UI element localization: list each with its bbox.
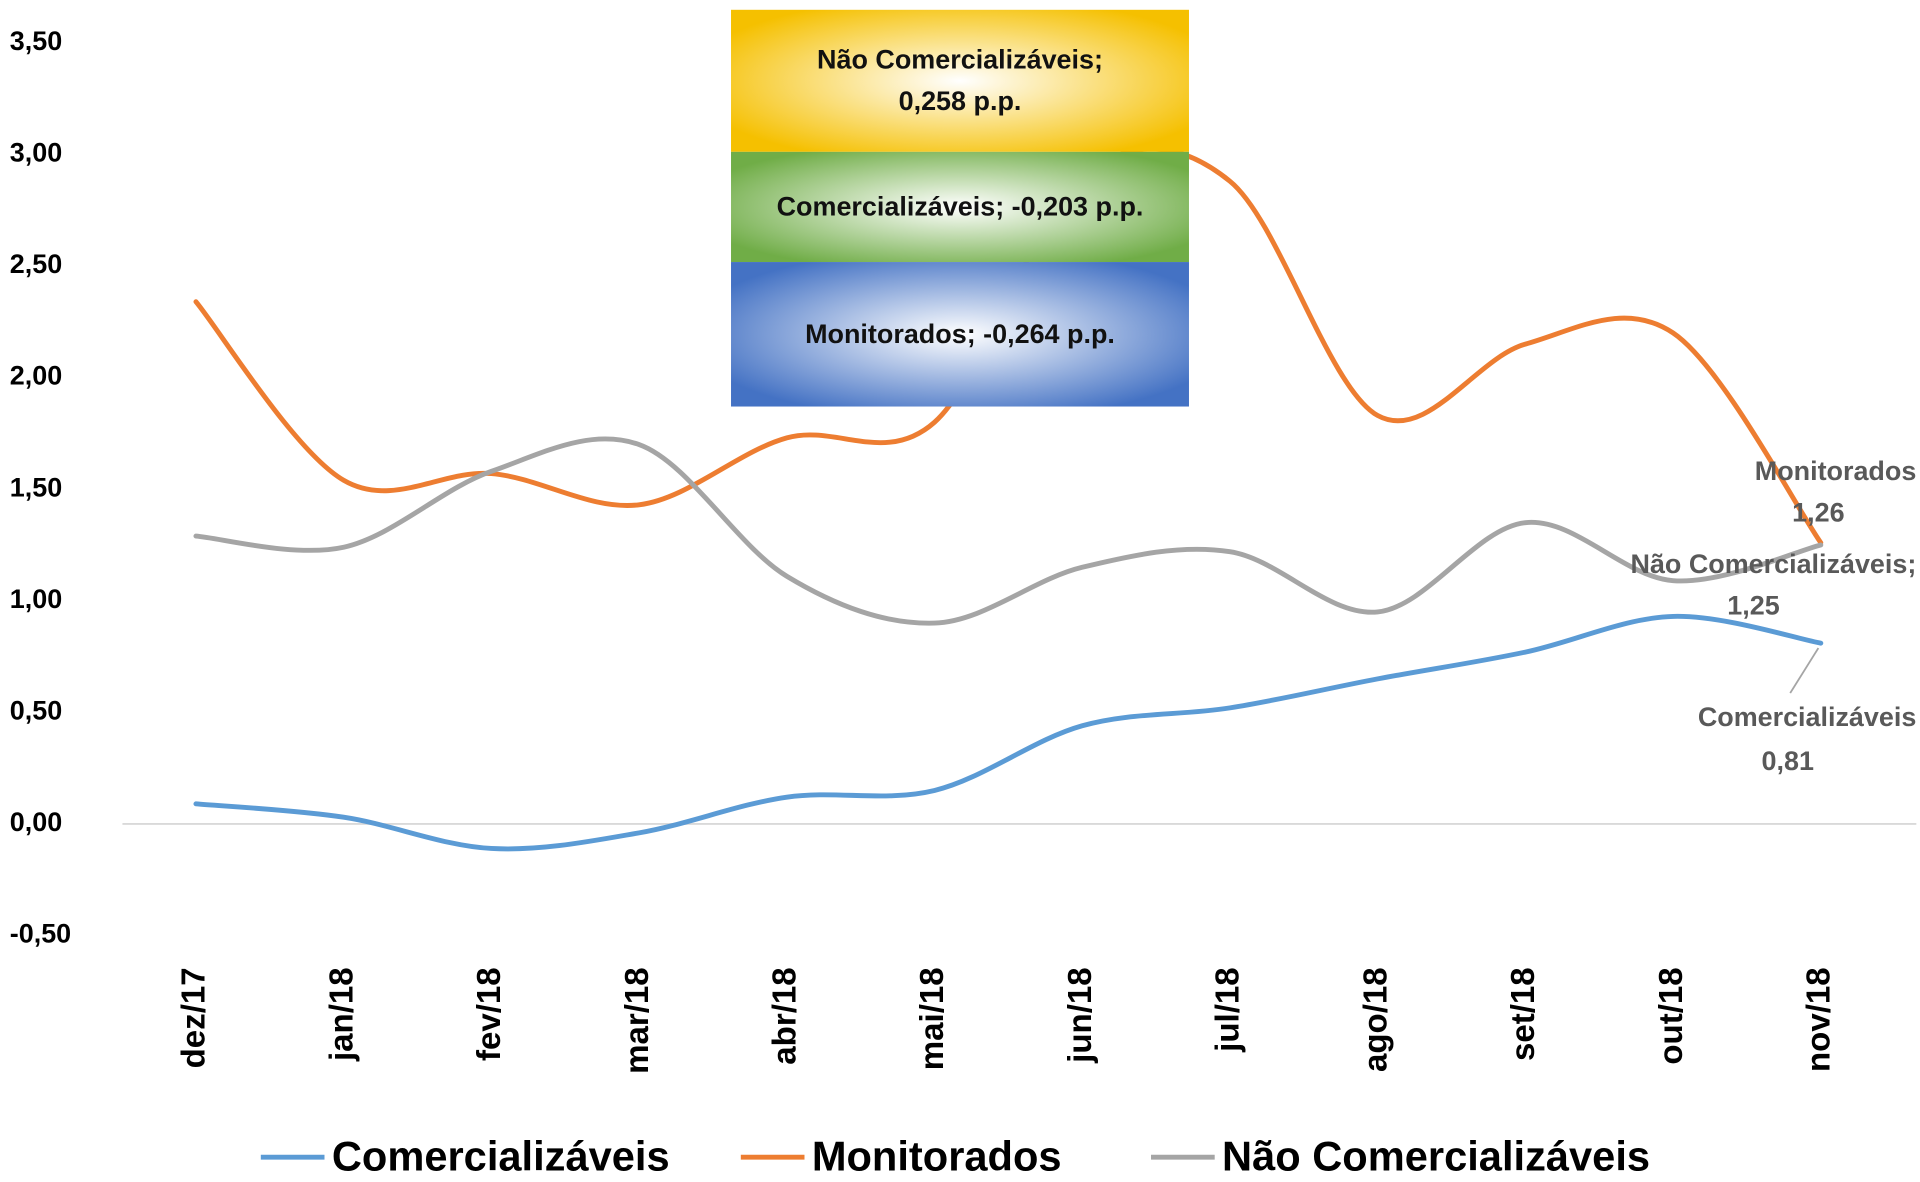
y-tick-label: 3,50 (10, 26, 62, 56)
x-tick-label: jul/18 (1210, 967, 1247, 1053)
x-tick-label: fev/18 (471, 967, 508, 1061)
x-tick-label: mar/18 (619, 967, 656, 1074)
x-tick-label: ago/18 (1357, 967, 1394, 1072)
y-tick-label: -0,50 (10, 919, 71, 949)
y-tick-label: 0,50 (10, 695, 62, 725)
x-tick-label: nov/18 (1801, 967, 1838, 1072)
legend-label: Monitorados (812, 1133, 1062, 1180)
legend-label: Não Comercializáveis (1222, 1133, 1650, 1180)
annotation-box (731, 9, 1189, 152)
series-line (193, 436, 1824, 626)
y-tick-label: 1,50 (10, 472, 62, 502)
end-label-name: Monitorados (1755, 456, 1917, 486)
end-label-name: Comercializáveis (1698, 702, 1917, 732)
data-label: 1,25 (1727, 590, 1779, 620)
end-label-name: Não Comercializáveis; (1631, 549, 1917, 579)
annotation-text: Não Comercializáveis; 0,258 p.p. (817, 44, 1103, 117)
legend-label: Comercializáveis (332, 1133, 670, 1180)
series-line (193, 613, 1824, 852)
x-tick-label: mai/18 (914, 967, 951, 1070)
y-tick-label: 0,00 (10, 807, 62, 837)
x-tick-label: jun/18 (1062, 967, 1099, 1064)
x-tick-label: set/18 (1505, 967, 1542, 1061)
y-tick-label: 2,00 (10, 361, 62, 391)
annotation: Não Comercializáveis; 0,258 p.p. (817, 44, 1103, 117)
data-label: 1,26 (1792, 497, 1844, 527)
x-tick-label: abr/18 (767, 967, 804, 1064)
x-tick-label: jan/18 (323, 967, 360, 1062)
annotation-box (731, 262, 1189, 407)
x-tick-label: out/18 (1653, 967, 1690, 1064)
y-tick-label: 1,00 (10, 584, 62, 614)
annotation-text: Monitorados; -0,264 p.p. (805, 318, 1115, 349)
leader-line (1789, 647, 1820, 694)
data-label: 0,81 (1762, 746, 1814, 776)
annotation-text: Comercializáveis; -0,203 p.p. (776, 191, 1144, 222)
y-tick-label: 2,50 (10, 249, 62, 279)
annotation-box (731, 151, 1189, 263)
annotation: Monitorados; -0,264 p.p. (805, 318, 1115, 349)
x-tick-label: dez/17 (176, 967, 213, 1068)
y-tick-label: 3,00 (10, 138, 62, 168)
annotation: Comercializáveis; -0,203 p.p. (776, 191, 1144, 222)
